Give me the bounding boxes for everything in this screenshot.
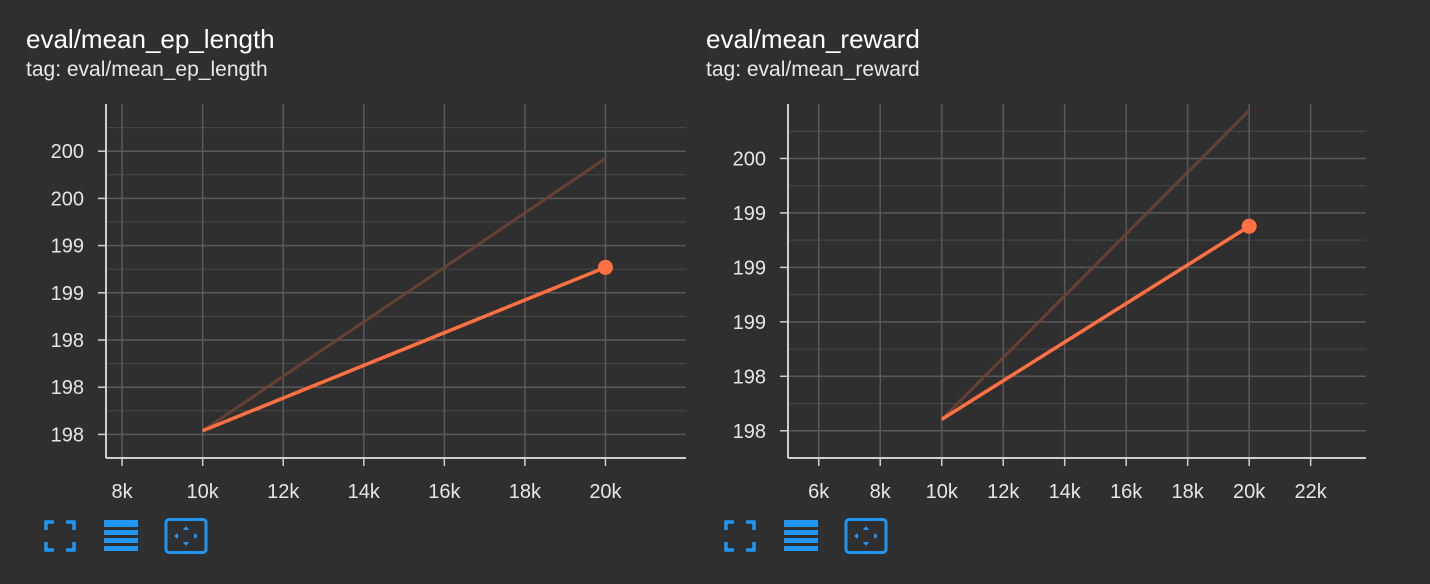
y-tick-label: 199: [733, 257, 766, 279]
x-tick-label: 22k: [1295, 481, 1328, 503]
y-tick-label: 198: [733, 366, 766, 388]
x-tick-label: 12k: [267, 481, 300, 503]
fit-domain-button[interactable]: [844, 518, 888, 554]
series-line-smoothed: [940, 224, 1251, 421]
x-tick-label: 18k: [1172, 481, 1205, 503]
fit-domain-icon: [164, 518, 208, 554]
x-tick-label: 10k: [926, 481, 959, 503]
y-tick-label: 199: [51, 236, 84, 258]
x-tick-label: 14k: [348, 481, 381, 503]
chart-title: eval/mean_ep_length: [26, 24, 275, 54]
data-table-button[interactable]: [782, 518, 818, 554]
data-table-button[interactable]: [102, 518, 138, 554]
fullscreen-icon: [44, 520, 76, 552]
chart-plot[interactable]: 198 198 199 199 199 200 6k 8k 10k 12k 14k 16k 18k 20k…: [680, 0, 1370, 510]
x-tick-label: 20k: [1233, 481, 1266, 503]
x-tick-label: 18k: [509, 481, 542, 503]
fit-domain-icon: [844, 518, 888, 554]
y-tick-label: 200: [51, 188, 84, 210]
series-point: [1241, 218, 1257, 234]
chart-tag: tag: eval/mean_ep_length: [26, 58, 268, 81]
y-tick-label: 198: [733, 421, 766, 443]
x-tick-label: 16k: [1110, 481, 1143, 503]
data-table-icon: [104, 520, 138, 551]
series-line-smoothed: [202, 265, 607, 433]
fullscreen-button[interactable]: [42, 518, 78, 554]
x-tick-label: 20k: [589, 481, 622, 503]
chart-title: eval/mean_reward: [706, 24, 920, 54]
x-tick-label: 8k: [112, 481, 134, 503]
fullscreen-icon: [724, 520, 756, 552]
series-line-raw: [940, 109, 1251, 421]
x-tick-label: 14k: [1049, 481, 1082, 503]
x-tick-label: 6k: [808, 481, 830, 503]
y-tick-label: 198: [51, 424, 84, 446]
x-tick-label: 10k: [187, 481, 220, 503]
fullscreen-button[interactable]: [722, 518, 758, 554]
y-tick-label: 200: [51, 141, 84, 163]
series-line-raw: [201, 157, 607, 433]
y-tick-label: 199: [733, 312, 766, 334]
x-tick-label: 12k: [987, 481, 1020, 503]
series-point: [597, 259, 613, 275]
y-tick-label: 198: [51, 377, 84, 399]
fit-domain-button[interactable]: [164, 518, 208, 554]
chart-card-mean-ep-length: eval/mean_ep_length tag: eval/mean_ep_le…: [0, 0, 690, 584]
x-tick-label: 16k: [428, 481, 461, 503]
y-tick-label: 198: [51, 330, 84, 352]
y-tick-label: 200: [733, 148, 766, 170]
x-tick-label: 8k: [870, 481, 892, 503]
data-table-icon: [784, 520, 818, 551]
chart-plot[interactable]: 198 198 198 199 199 200 200 8k 10k 12k 14k 16k 18k 20…: [0, 0, 690, 510]
chart-tag: tag: eval/mean_reward: [706, 58, 920, 81]
chart-card-mean-reward: eval/mean_reward tag: eval/mean_reward 1…: [680, 0, 1370, 584]
y-tick-label: 199: [51, 283, 84, 305]
y-tick-label: 199: [733, 203, 766, 225]
